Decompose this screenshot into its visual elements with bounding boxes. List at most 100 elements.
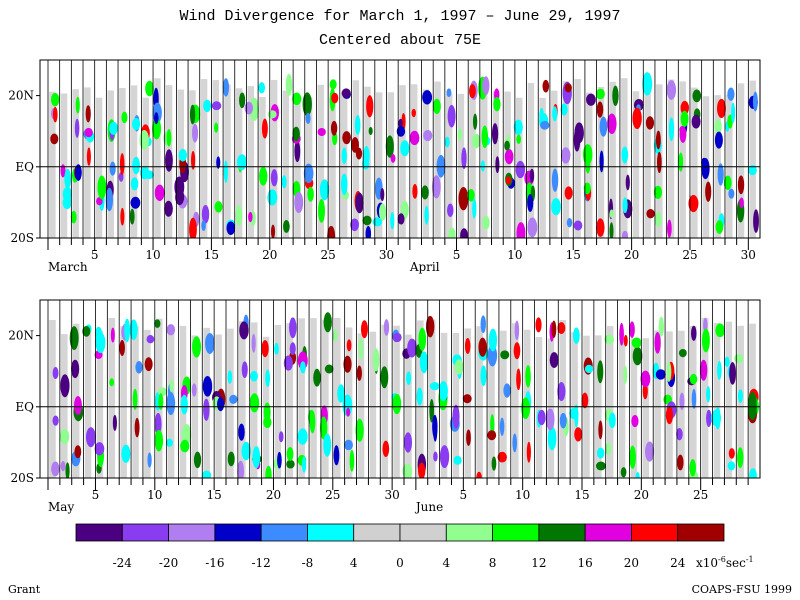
neutral-swath <box>108 317 116 478</box>
divergence-blob <box>753 209 759 233</box>
divergence-blob <box>166 324 176 336</box>
x-tick-label: 25 <box>320 248 335 262</box>
chart-title: Wind Divergence for March 1, 1997 – June… <box>179 8 621 25</box>
colorbar-label: 4 <box>442 556 450 570</box>
divergence-blob <box>50 133 59 145</box>
x-tick-label: 20 <box>262 248 277 262</box>
x-tick-label: 15 <box>206 488 221 502</box>
divergence-blob <box>263 416 272 429</box>
divergence-blob <box>297 428 308 445</box>
divergence-blob <box>679 392 685 410</box>
divergence-blob <box>645 116 655 130</box>
divergence-blob <box>201 220 206 232</box>
divergence-blob <box>658 316 664 337</box>
divergence-blob <box>95 332 106 354</box>
divergence-blob <box>640 370 651 388</box>
colorbar-swatch <box>260 523 308 542</box>
divergence-blob <box>604 334 615 345</box>
divergence-blob <box>569 407 579 420</box>
divergence-blob <box>552 106 558 122</box>
divergence-blob <box>432 414 438 439</box>
neutral-swath <box>547 338 555 478</box>
x-tick-label: 15 <box>566 248 581 262</box>
divergence-blob <box>51 461 60 477</box>
x-tick-label: 5 <box>92 488 100 502</box>
divergence-blob <box>462 394 472 404</box>
panel-2 <box>36 299 761 490</box>
divergence-blob <box>457 128 463 141</box>
divergence-blob <box>330 120 338 136</box>
colorbar <box>75 523 725 542</box>
divergence-blob <box>512 433 518 453</box>
divergence-blob <box>418 327 427 351</box>
divergence-blob <box>157 387 168 397</box>
divergence-blob <box>632 346 643 366</box>
divergence-blob <box>609 209 614 219</box>
divergence-blob <box>342 131 351 145</box>
divergence-blob <box>646 208 655 219</box>
neutral-swath <box>630 338 638 478</box>
divergence-blob <box>557 382 566 402</box>
divergence-blob <box>478 337 487 357</box>
neutral-swath <box>527 82 535 238</box>
divergence-blob <box>705 181 712 202</box>
divergence-blob <box>645 441 655 462</box>
divergence-blob <box>599 150 604 173</box>
divergence-blob <box>372 348 380 372</box>
divergence-blob <box>561 147 571 164</box>
colorbar-label: 12 <box>531 556 546 570</box>
divergence-blob <box>621 230 629 238</box>
divergence-blob <box>629 321 635 338</box>
divergence-blob <box>667 219 672 238</box>
divergence-blob <box>547 426 557 451</box>
credit-organization: COAPS-FSU 1999 <box>691 583 792 596</box>
x-tick-label: 20 <box>266 488 281 502</box>
divergence-blob <box>599 116 608 137</box>
divergence-blob <box>337 384 345 403</box>
divergence-blob <box>139 129 149 150</box>
neutral-swath <box>286 323 294 478</box>
x-tick-label: 15 <box>574 488 589 502</box>
divergence-blob <box>549 352 559 368</box>
divergence-blob <box>631 415 639 428</box>
divergence-blob <box>526 441 531 463</box>
divergence-blob <box>324 364 334 374</box>
divergence-blob <box>227 451 235 467</box>
divergence-blob <box>372 217 383 227</box>
divergence-blob <box>152 118 162 140</box>
x-tick-label: 5 <box>460 488 468 502</box>
divergence-blob <box>191 123 199 143</box>
divergence-blob <box>429 382 440 391</box>
divergence-blob <box>453 455 462 465</box>
divergence-blob <box>595 461 606 471</box>
divergence-blob <box>343 439 353 451</box>
divergence-blob <box>447 104 456 128</box>
divergence-field <box>49 72 759 238</box>
divergence-blob <box>205 332 215 354</box>
divergence-blob <box>676 428 683 441</box>
x-tick-label: 5 <box>453 248 461 262</box>
neutral-swath <box>469 90 476 238</box>
divergence-blob <box>216 156 221 169</box>
divergence-blob <box>574 427 583 442</box>
divergence-blob <box>564 186 573 200</box>
divergence-blob <box>701 158 710 180</box>
colorbar-label: -24 <box>113 556 133 570</box>
divergence-blob <box>129 208 135 225</box>
divergence-blob <box>632 107 642 130</box>
divergence-blob <box>178 148 187 162</box>
neutral-swath <box>49 91 56 238</box>
divergence-blob <box>192 336 201 358</box>
divergence-blob <box>625 174 630 191</box>
neutral-swath <box>632 91 640 238</box>
neutral-swath <box>387 92 395 238</box>
divergence-blob <box>307 186 314 202</box>
divergence-blob <box>691 388 697 409</box>
neutral-swath <box>535 337 543 478</box>
divergence-blob <box>193 451 202 469</box>
divergence-blob <box>52 367 59 379</box>
divergence-blob <box>286 447 294 461</box>
divergence-blob <box>258 82 266 94</box>
divergence-blob <box>109 378 115 387</box>
divergence-blob <box>351 137 359 153</box>
